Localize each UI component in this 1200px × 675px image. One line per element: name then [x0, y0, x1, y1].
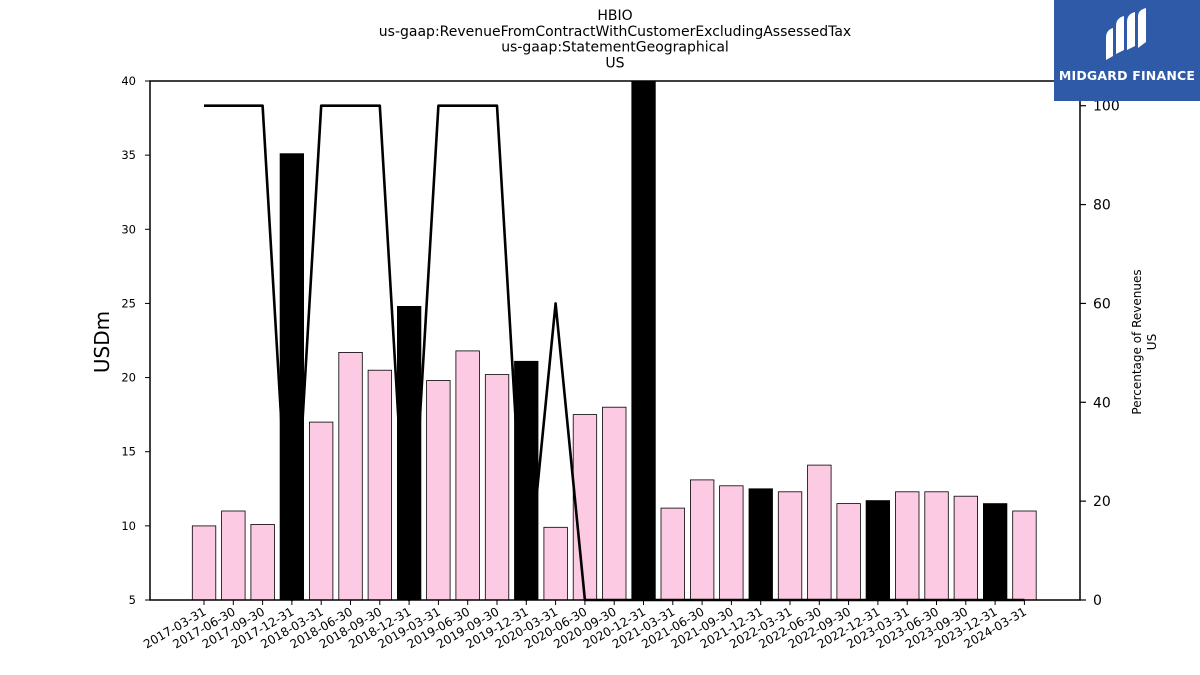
bar-2024-03-31 [1012, 510, 1037, 601]
title-line-1: us-gaap:RevenueFromContractWithCustomerE… [379, 24, 851, 40]
x-axis: 2017-03-312017-06-302017-09-302017-12-31… [141, 600, 1029, 651]
y-tick-label: 15 [121, 445, 136, 459]
bar-2017-12-31 [279, 153, 305, 601]
title-line-2: us-gaap:StatementGeographical [501, 40, 729, 56]
bar-2019-06-30 [455, 350, 480, 601]
bar-2022-06-30 [807, 464, 832, 601]
y2-axis-label: Percentage of Revenues US [1130, 269, 1159, 414]
y2-tick-label: 80 [1093, 198, 1111, 214]
y-tick-label: 20 [121, 371, 136, 385]
midgard-finance-logo: MIDGARD FINANCE [1054, 0, 1200, 101]
bar-2020-03-31 [543, 526, 568, 601]
bar-2019-09-30 [484, 374, 510, 601]
title-line-3: US [605, 55, 624, 71]
bar-2023-09-30 [953, 495, 978, 601]
bar-2021-06-30 [690, 479, 715, 601]
bar-2020-12-31 [631, 80, 656, 601]
y-tick-label: 40 [121, 74, 136, 88]
bar-2017-03-31 [191, 525, 217, 601]
plot-frame [149, 80, 1081, 601]
bar-2018-03-31 [308, 421, 334, 601]
bar-2018-06-30 [338, 351, 363, 601]
y-tick-label: 35 [121, 148, 136, 162]
y-axis: 5 10 15 20 25 30 35 40 [121, 74, 150, 607]
y2-axis: 0 20 40 60 80 100 [1080, 99, 1120, 609]
bar-2017-09-30 [250, 524, 275, 601]
y2-tick-label: 0 [1093, 593, 1102, 609]
bar-2021-12-31 [748, 488, 773, 601]
y-axis-label: USDm [90, 311, 114, 373]
bar-2017-06-30 [221, 510, 246, 601]
logo-text: MIDGARD FINANCE [1058, 68, 1196, 83]
y2-tick-label: 40 [1093, 395, 1111, 411]
bar-2022-09-30 [836, 503, 861, 601]
bar-2020-09-30 [602, 406, 627, 601]
y-tick-label: 25 [121, 296, 136, 310]
y2-tick-label: 20 [1093, 494, 1111, 510]
bar-2019-03-31 [426, 380, 451, 601]
bar-2023-06-30 [924, 491, 949, 601]
bar-2018-09-30 [367, 369, 393, 601]
logo-mark-icon [1106, 8, 1146, 60]
bar-2023-03-31 [895, 491, 920, 601]
y-tick-label: 5 [129, 593, 136, 607]
y-tick-label: 10 [121, 519, 136, 533]
y2-label-line: Percentage of Revenues [1130, 269, 1144, 414]
bar-2021-03-31 [660, 507, 685, 601]
y2-tick-label: 60 [1093, 296, 1111, 312]
y2-label-line: US [1145, 334, 1159, 350]
y-tick-label: 30 [121, 222, 136, 236]
bar-2021-09-30 [719, 485, 744, 601]
title-line-0: HBIO [597, 8, 632, 24]
chart-title: HBIOus-gaap:RevenueFromContractWithCusto… [379, 8, 851, 71]
bar-2023-12-31 [983, 503, 1008, 601]
bar-2022-12-31 [865, 500, 890, 601]
bar-2022-03-31 [777, 491, 803, 601]
y2-tick-label: 100 [1093, 99, 1120, 115]
